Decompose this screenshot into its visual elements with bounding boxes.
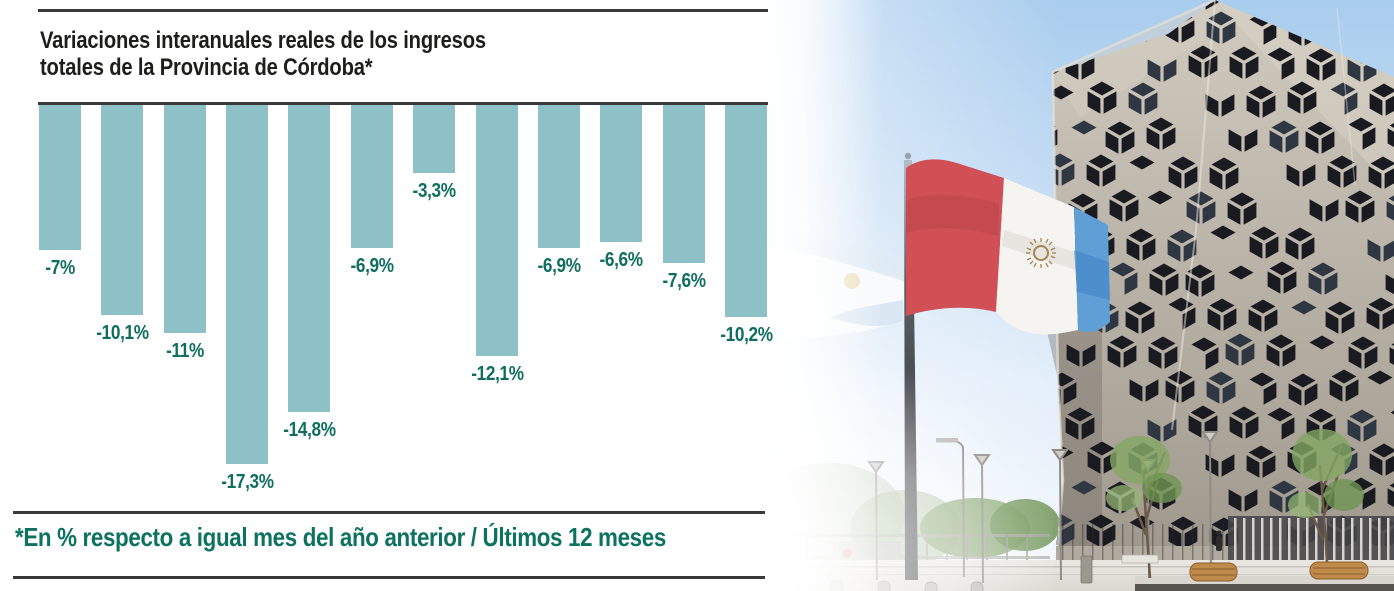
bar (725, 105, 767, 317)
ground-floor-recess (1228, 516, 1394, 564)
bar (101, 105, 143, 315)
young-tree (1106, 436, 1182, 579)
bars: -7% -10,1% -11% -17,3% -14,8% -6,9% -3,3% -12,1… (39, 105, 773, 493)
young-tree (1288, 429, 1364, 579)
bar-value-label: -11% (166, 340, 204, 362)
bar-value-label: -10,2% (719, 324, 773, 346)
cordoba-flag-red-stripe (906, 159, 1004, 316)
chart-title-line2: totales de la Provincia de Córdoba* (40, 54, 373, 81)
person (1216, 530, 1222, 551)
bar (476, 105, 518, 356)
footnote-bottom-rule (13, 576, 765, 579)
photo-cordoba-civic-center (763, 0, 1394, 591)
footnote-top-rule (13, 511, 765, 514)
chart-baseline-rule (38, 102, 768, 105)
top-rule (38, 9, 768, 12)
bar-value-label: -6,6% (599, 249, 643, 271)
bench-slab (1135, 576, 1394, 585)
bar-value-label: -10,1% (95, 322, 149, 344)
bar (413, 105, 455, 173)
slab-shadow (1135, 584, 1394, 591)
cordoba-flag-sun (1026, 238, 1056, 268)
bar (351, 105, 393, 248)
bar-value-label: -7% (45, 257, 75, 279)
bottom-left-haze (763, 360, 1053, 591)
bar-value-label: -3,3% (412, 180, 456, 202)
bar (39, 105, 81, 250)
chart-title-line1: Variaciones interanuales reales de los i… (40, 27, 486, 54)
bar (663, 105, 705, 263)
cordoba-flag (906, 159, 1110, 335)
bar (288, 105, 330, 412)
bar (226, 105, 268, 464)
bar-value-label: -14,8% (282, 419, 336, 441)
trash-bin (1080, 555, 1093, 584)
chart-footnote: *En % respecto a igual mes del año anter… (15, 522, 666, 552)
bar (600, 105, 642, 242)
wood-bench (1309, 561, 1369, 580)
bar (538, 105, 580, 248)
lamp (1051, 449, 1069, 581)
sign (1121, 554, 1159, 564)
bar-value-label: -7,6% (662, 270, 706, 292)
lamp (1201, 431, 1219, 577)
bar-value-label: -12,1% (470, 363, 524, 385)
bar (164, 105, 206, 333)
chart-title: Variaciones interanuales reales de los i… (40, 27, 571, 81)
bar-value-label: -6,9% (537, 255, 581, 277)
bar-value-label: -17,3% (220, 471, 274, 493)
wood-bench (1189, 562, 1238, 582)
bar-value-label: -6,9% (350, 255, 394, 277)
